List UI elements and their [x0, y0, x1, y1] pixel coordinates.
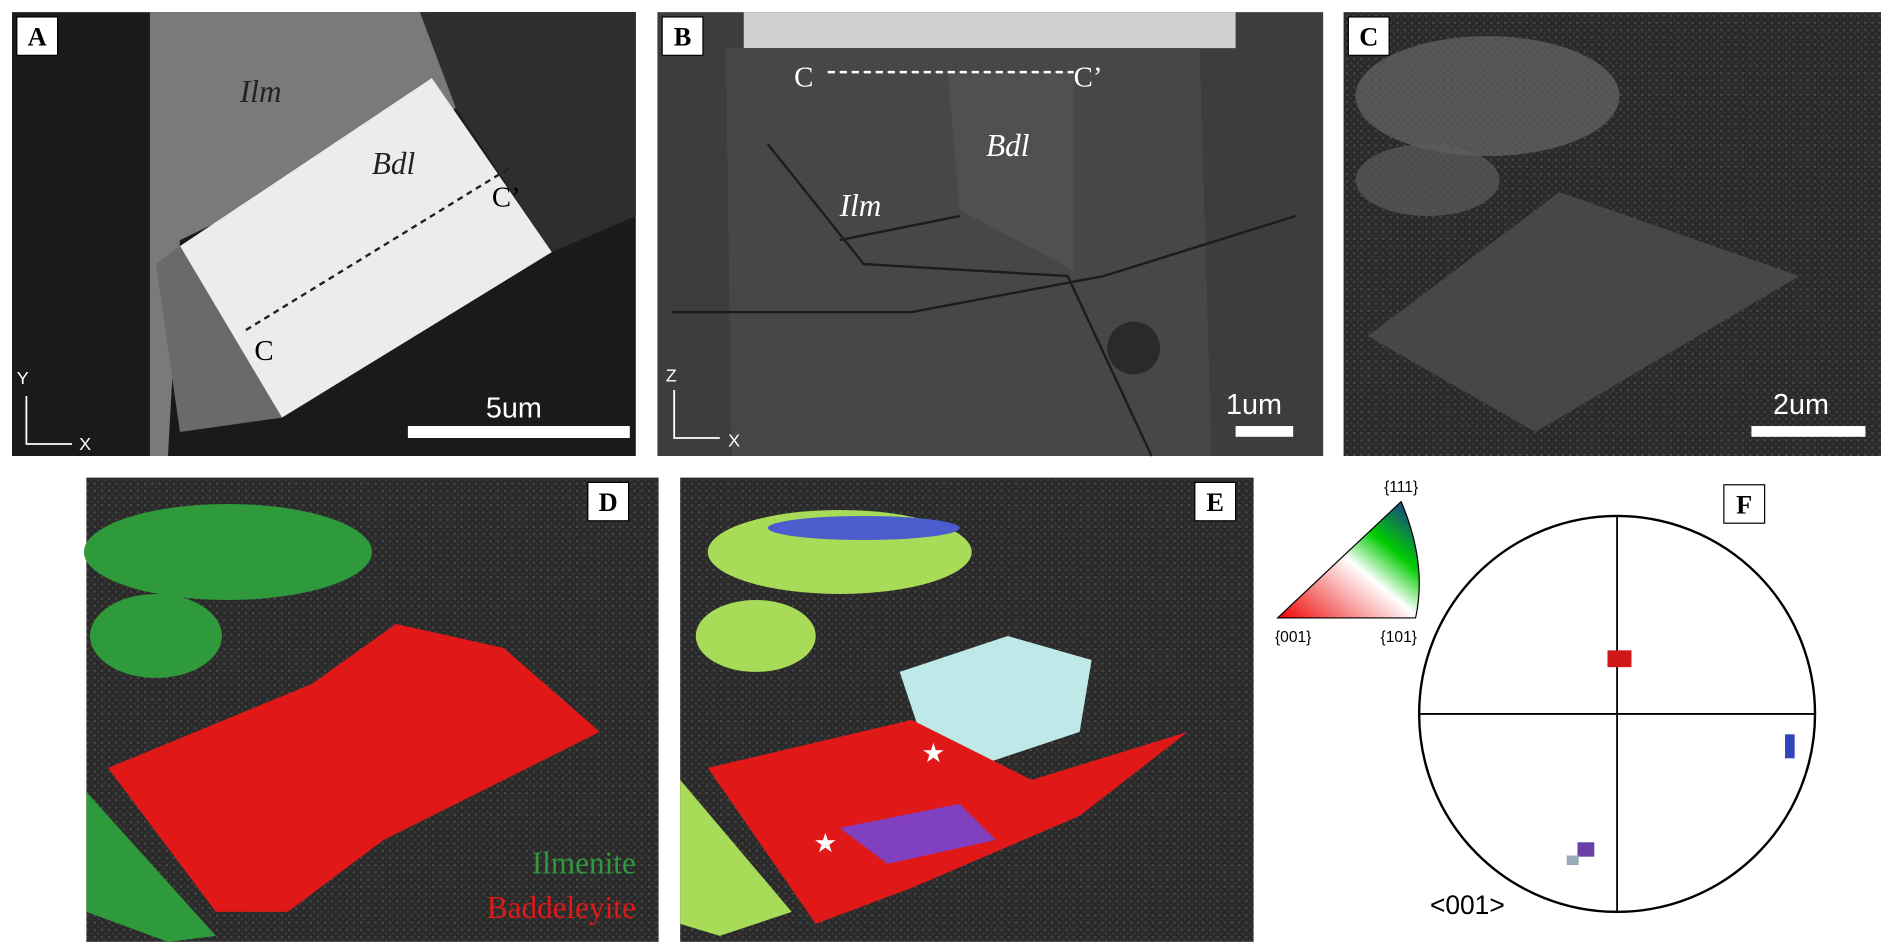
panel-b: B C C’ Ilm Bdl 1um Z X: [657, 12, 1323, 456]
ipf-label: {001}: [1275, 629, 1311, 646]
panel-label: A: [28, 22, 47, 52]
ipf-label: {101}: [1381, 629, 1417, 646]
panel-label: F: [1736, 490, 1752, 520]
svg-text:★: ★: [921, 738, 945, 768]
axis-label: X: [79, 434, 91, 454]
ipf-label: {111}: [1384, 479, 1418, 496]
point-label: C: [254, 335, 273, 367]
axis-label: Z: [666, 366, 677, 386]
axis-label: X: [728, 430, 740, 450]
panel-e: ★ ★ E: [680, 478, 1253, 942]
pole-label: <001>: [1430, 890, 1505, 920]
panel-c: C 2um: [1344, 12, 1881, 456]
phase-label: Ilm: [239, 74, 282, 109]
legend-label: Baddeleyite: [487, 890, 636, 925]
scale-bar-label: 1um: [1226, 389, 1282, 421]
point-label: C’: [1074, 62, 1103, 94]
phase-label: Ilm: [839, 188, 882, 223]
axis-label: Y: [17, 368, 29, 388]
point-label: C: [794, 62, 813, 94]
panel-d: D Ilmenite Baddeleyite: [84, 478, 659, 942]
panel-label: E: [1206, 487, 1224, 517]
panel-a: A Ilm Bdl C C’ 5um Y X: [12, 12, 636, 456]
panel-label: B: [674, 22, 692, 52]
phase-label: Bdl: [986, 128, 1029, 163]
phase-label: Bdl: [372, 146, 415, 181]
panel-f: F <001>: [1419, 485, 1815, 920]
figure: A Ilm Bdl C C’ 5um Y X B C C’ Ilm Bdl 1u…: [0, 0, 1881, 948]
panel-label: D: [599, 487, 618, 517]
panel-label: C: [1359, 22, 1378, 52]
ipf-key: {111} {001} {101}: [1275, 479, 1419, 646]
legend-label: Ilmenite: [532, 845, 636, 880]
point-label: C’: [492, 181, 521, 213]
scale-bar-label: 2um: [1773, 389, 1829, 421]
scale-bar-label: 5um: [486, 393, 542, 425]
svg-text:★: ★: [814, 828, 838, 858]
